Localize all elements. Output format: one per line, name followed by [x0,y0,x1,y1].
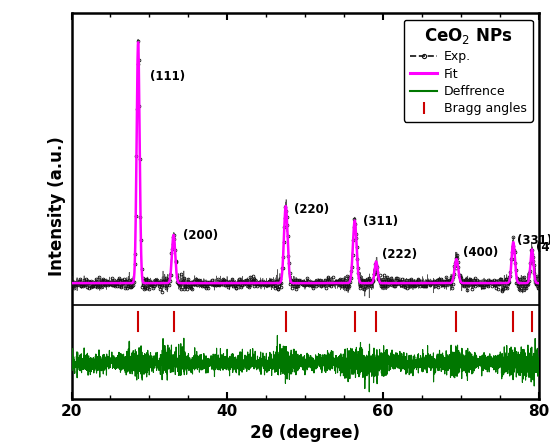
Text: (222): (222) [382,249,417,262]
Y-axis label: Intensity (a.u.): Intensity (a.u.) [48,136,66,276]
Text: (311): (311) [362,215,398,228]
Text: (111): (111) [150,70,185,83]
Text: (220): (220) [294,202,329,216]
X-axis label: 2θ (degree): 2θ (degree) [250,424,360,442]
Text: (200): (200) [183,229,218,242]
Legend: Exp., Fit, Deffrence, Bragg angles: Exp., Fit, Deffrence, Bragg angles [404,20,533,122]
Text: (331): (331) [517,234,550,247]
Text: (400): (400) [463,246,498,259]
Text: (420): (420) [536,241,550,254]
